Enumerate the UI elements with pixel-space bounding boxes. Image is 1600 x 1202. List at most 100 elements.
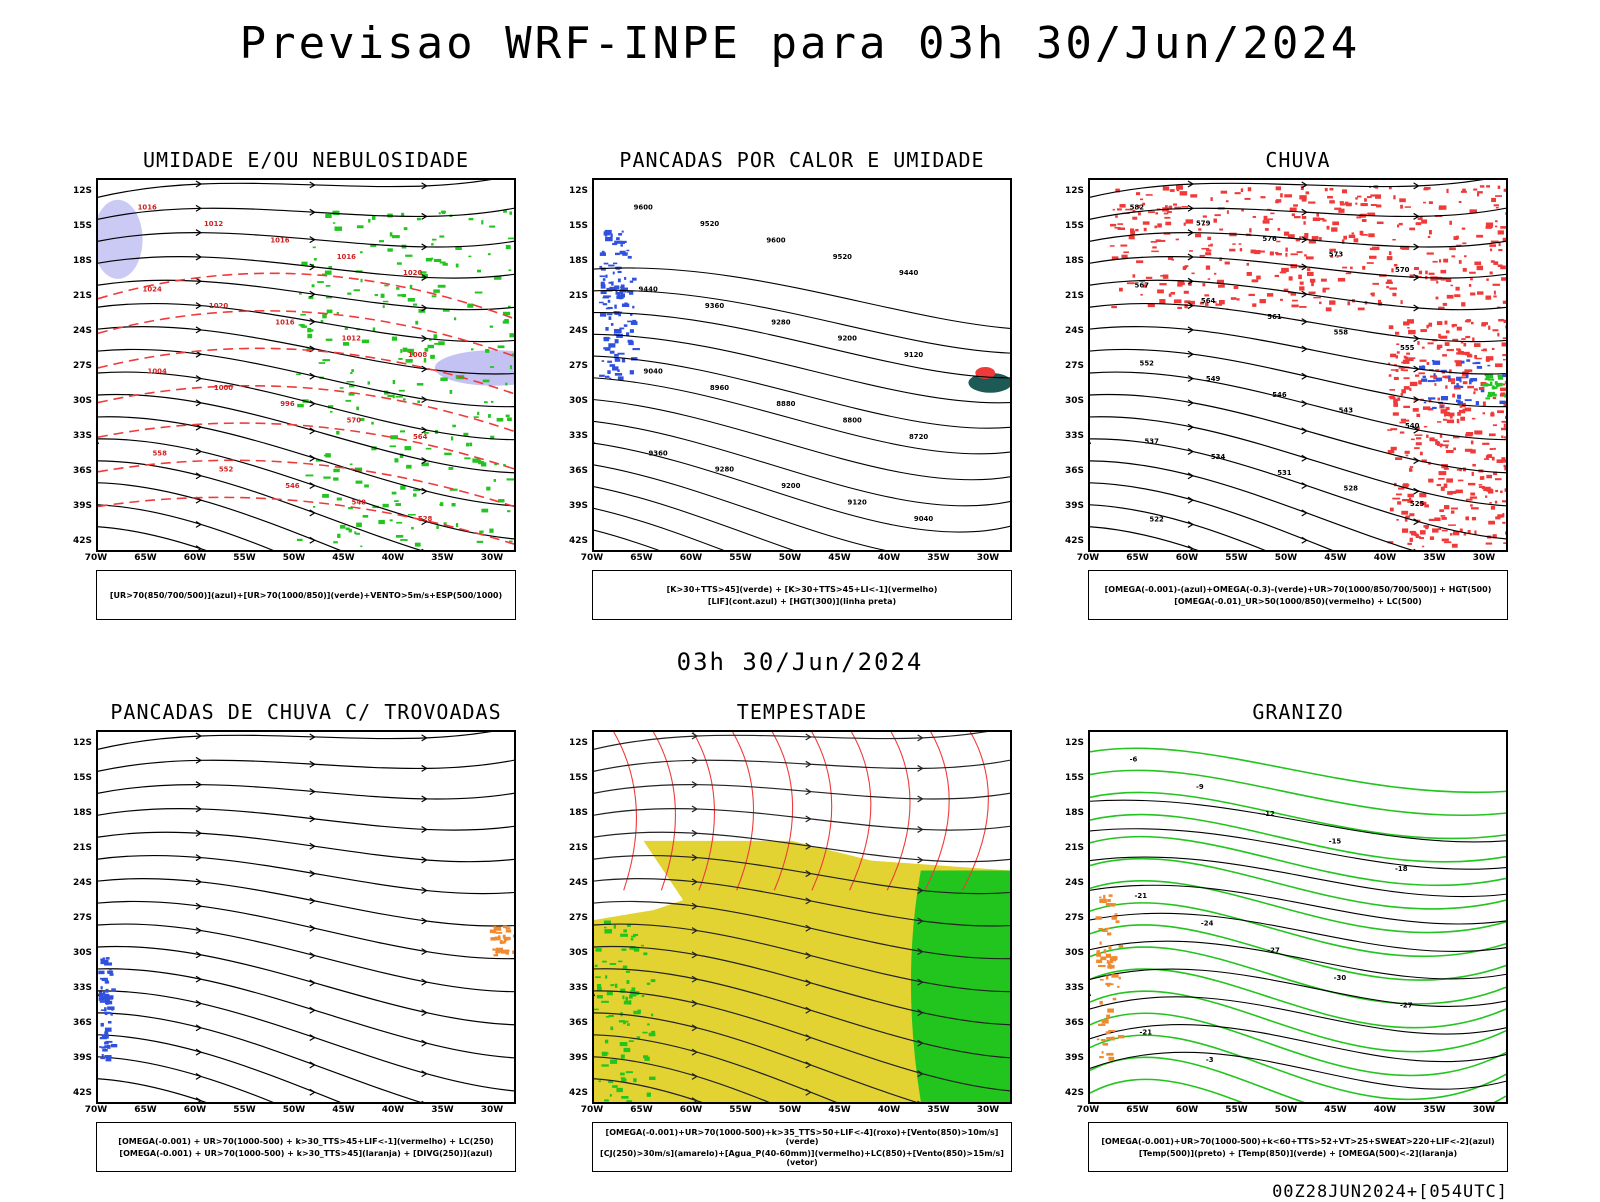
shaded-cell bbox=[1219, 228, 1224, 231]
shaded-cell bbox=[641, 994, 645, 998]
forecast-map: -6 -9 -12 -15 -18 -21 -24 -27 -30 -27 -21 -3 bbox=[1088, 730, 1508, 1104]
shaded-cell bbox=[499, 941, 506, 944]
lon-tick-label: 50W bbox=[282, 553, 306, 563]
shaded-cell bbox=[1495, 516, 1501, 520]
shaded-cell bbox=[1461, 338, 1466, 340]
lon-tick-label: 65W bbox=[630, 553, 653, 563]
shaded-cell bbox=[1213, 301, 1217, 303]
flow-arrow bbox=[421, 978, 428, 986]
lon-tick-label: 40W bbox=[877, 553, 901, 563]
shaded-cell bbox=[1248, 293, 1255, 297]
lon-tick-label: 70W bbox=[84, 1105, 108, 1115]
shaded-cell bbox=[1415, 374, 1420, 377]
shaded-cell bbox=[1446, 348, 1454, 352]
flow-arrow bbox=[1187, 496, 1195, 504]
humidity-low-level-green bbox=[296, 210, 514, 548]
shaded-cell bbox=[1436, 281, 1439, 284]
temp850-contour bbox=[1090, 1034, 1506, 1101]
lat-tick-label: 33S bbox=[1064, 431, 1084, 441]
shaded-cell bbox=[1428, 230, 1432, 235]
rain-area-red bbox=[1109, 185, 1506, 312]
lat-tick-label: 30S bbox=[72, 396, 92, 406]
shaded-cell bbox=[505, 929, 512, 933]
shaded-cell bbox=[1464, 399, 1472, 402]
shaded-cell bbox=[620, 284, 625, 289]
shaded-cell bbox=[1220, 190, 1228, 194]
flow-arrow bbox=[309, 236, 316, 244]
contour-label: 9440 bbox=[639, 286, 658, 294]
shaded-cell bbox=[1400, 300, 1403, 305]
shaded-cell bbox=[1251, 279, 1259, 283]
shaded-cell bbox=[610, 1059, 618, 1064]
lat-tick-label: 27S bbox=[1064, 913, 1084, 923]
shaded-cell bbox=[1470, 507, 1479, 510]
shaded-cell bbox=[1488, 520, 1495, 525]
shaded-cell bbox=[1427, 342, 1434, 345]
contour-label: -27 bbox=[1400, 1001, 1413, 1009]
shaded-cell bbox=[1493, 471, 1498, 476]
shaded-cell bbox=[1481, 324, 1487, 327]
flow-arrow bbox=[1413, 365, 1420, 373]
shaded-cell bbox=[629, 290, 634, 295]
shaded-cell bbox=[502, 934, 506, 939]
shaded-cell bbox=[1456, 383, 1459, 388]
shaded-cell bbox=[490, 400, 494, 403]
shaded-cell bbox=[1473, 391, 1476, 395]
flow-arrow bbox=[1301, 345, 1308, 353]
shaded-cell bbox=[416, 383, 424, 386]
shaded-cell bbox=[1230, 297, 1237, 300]
shaded-cell bbox=[326, 296, 333, 299]
shaded-cell bbox=[1501, 457, 1506, 460]
contour-label: 549 bbox=[1206, 375, 1221, 383]
shaded-cell bbox=[1463, 532, 1467, 536]
shaded-cell bbox=[1360, 233, 1368, 236]
flow-arrow bbox=[309, 1088, 316, 1096]
shaded-cell bbox=[427, 344, 434, 349]
shaded-cell bbox=[1339, 201, 1344, 204]
flow-arrow bbox=[805, 1006, 812, 1014]
shaded-cell bbox=[336, 311, 339, 316]
shaded-cell bbox=[1418, 372, 1425, 375]
shaded-cell bbox=[625, 996, 629, 1001]
shaded-cell bbox=[339, 524, 346, 529]
shaded-cell bbox=[496, 417, 504, 422]
shaded-cell bbox=[104, 1055, 112, 1058]
shaded-cell bbox=[1407, 319, 1414, 324]
shaded-cell bbox=[442, 309, 450, 312]
temp500-contour bbox=[1090, 884, 1506, 925]
lon-tick-label: 70W bbox=[580, 553, 604, 563]
shaded-cell bbox=[1505, 212, 1506, 215]
shaded-cell bbox=[1423, 201, 1426, 204]
streamline bbox=[98, 968, 514, 1059]
shaded-cell bbox=[1420, 329, 1427, 333]
shaded-cell bbox=[382, 300, 389, 303]
lon-tick-label: 55W bbox=[233, 1105, 256, 1115]
shaded-cell bbox=[1388, 186, 1392, 190]
flow-arrow bbox=[309, 788, 316, 796]
shaded-cell bbox=[614, 353, 619, 357]
shaded-cell bbox=[1299, 236, 1302, 240]
streamline bbox=[98, 732, 492, 751]
shaded-cell bbox=[1435, 369, 1440, 371]
shaded-cell bbox=[1477, 291, 1484, 295]
flow-arrow bbox=[1413, 426, 1420, 434]
shaded-cell bbox=[1396, 351, 1400, 354]
shaded-cell bbox=[1341, 239, 1345, 244]
flow-arrow bbox=[421, 518, 428, 526]
shaded-cell bbox=[614, 372, 623, 376]
shaded-cell bbox=[620, 288, 628, 291]
contour-label: 570 bbox=[347, 417, 362, 425]
contour-label: -24 bbox=[1201, 919, 1214, 927]
shaded-cell bbox=[633, 1010, 641, 1015]
shaded-cell bbox=[1465, 434, 1473, 437]
shaded-cell bbox=[356, 406, 360, 411]
shaded-cell bbox=[1308, 239, 1317, 244]
shaded-cell bbox=[1474, 430, 1483, 435]
shaded-cell bbox=[632, 347, 640, 351]
shaded-cell bbox=[595, 976, 601, 979]
lat-tick-label: 33S bbox=[72, 431, 92, 441]
lon-tick-label: 35W bbox=[1423, 553, 1446, 563]
contour-label: 525 bbox=[1410, 500, 1425, 508]
shaded-cell bbox=[1487, 391, 1496, 397]
shaded-cell bbox=[431, 243, 434, 246]
